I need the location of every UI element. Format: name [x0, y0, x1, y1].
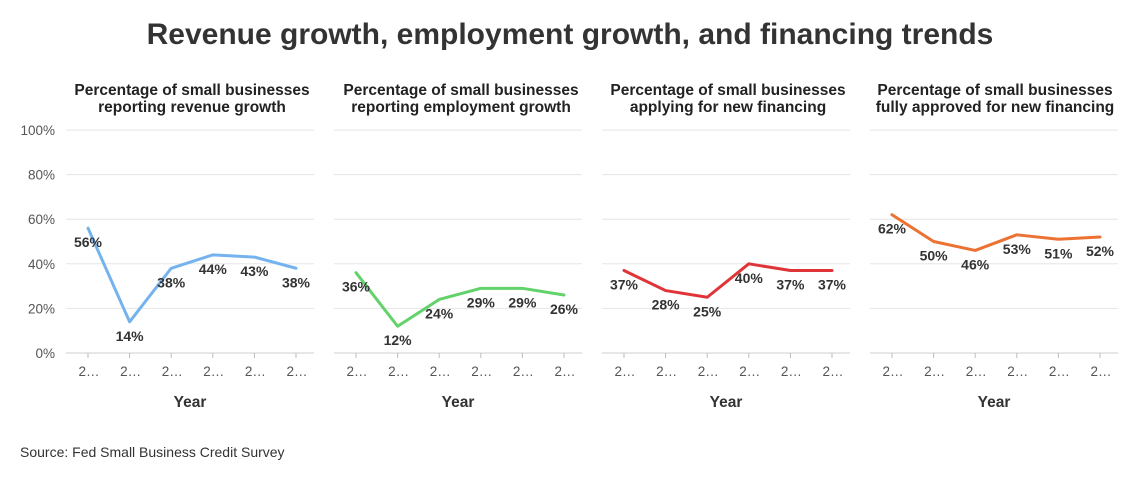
x-tick-label: 2…: [203, 364, 224, 379]
x-tick-label: 2…: [882, 364, 903, 379]
panel-title-line: Percentage of small businesses: [343, 82, 579, 99]
y-tick-label: 80%: [28, 168, 55, 183]
panel-title-line: Percentage of small businesses: [877, 82, 1113, 99]
panel-title-approved: Percentage of small businesses fully app…: [861, 82, 1129, 116]
x-tick-label: 2…: [781, 364, 802, 379]
y-tick-label: 0%: [35, 346, 55, 361]
x-tick-label: 2…: [471, 364, 492, 379]
data-label: 37%: [818, 276, 847, 292]
data-label: 56%: [74, 234, 103, 250]
x-axis-title: Year: [174, 394, 207, 411]
x-tick-label: 2…: [513, 364, 534, 379]
data-label: 37%: [776, 276, 805, 292]
y-tick-label: 100%: [20, 123, 55, 138]
x-axis-title: Year: [442, 394, 475, 411]
x-tick-label: 2…: [739, 364, 760, 379]
panel-title-revenue: Percentage of small businesses reporting…: [58, 82, 326, 116]
panel-title-employment: Percentage of small businesses reporting…: [327, 82, 595, 116]
series-line: [622, 262, 834, 299]
x-tick-label: 2…: [286, 364, 307, 379]
x-tick-label: 2…: [1049, 364, 1070, 379]
data-label: 38%: [282, 274, 311, 290]
data-label: 44%: [199, 261, 228, 277]
x-tick-label: 2…: [698, 364, 719, 379]
y-tick-label: 20%: [28, 301, 55, 316]
data-label: 43%: [240, 263, 269, 279]
x-axis-title: Year: [978, 394, 1011, 411]
x-tick-label: 2…: [656, 364, 677, 379]
x-tick-label: 2…: [1090, 364, 1111, 379]
data-label: 38%: [157, 274, 186, 290]
x-tick-label: 2…: [924, 364, 945, 379]
x-tick-label: 2…: [1007, 364, 1028, 379]
panel-title-line: reporting employment growth: [351, 99, 571, 116]
chart-main-title: Revenue growth, employment growth, and f…: [146, 18, 994, 51]
panel-title-line: Percentage of small businesses: [610, 82, 846, 99]
x-tick-label: 2…: [346, 364, 367, 379]
data-label: 12%: [384, 332, 413, 348]
data-label: 62%: [878, 221, 907, 237]
series-line: [86, 226, 298, 324]
data-label: 14%: [116, 328, 145, 344]
data-label: 28%: [652, 297, 681, 313]
x-axis-title: Year: [710, 394, 743, 411]
y-tick-label: 40%: [28, 257, 55, 272]
data-label: 29%: [508, 294, 537, 310]
x-tick-label: 2…: [120, 364, 141, 379]
x-tick-label: 2…: [554, 364, 575, 379]
x-tick-label: 2…: [614, 364, 635, 379]
panel-title-line: applying for new financing: [629, 99, 827, 116]
panel-title-line: Percentage of small businesses: [74, 82, 310, 99]
y-tick-label: 60%: [28, 212, 55, 227]
data-label: 25%: [693, 303, 722, 319]
panel-title-line: reporting revenue growth: [98, 99, 286, 116]
data-label: 53%: [1003, 241, 1032, 257]
x-tick-label: 2…: [388, 364, 409, 379]
data-label: 26%: [550, 301, 579, 317]
x-tick-label: 2…: [822, 364, 843, 379]
data-label: 29%: [467, 294, 496, 310]
x-tick-label: 2…: [162, 364, 183, 379]
series-line: [354, 271, 566, 328]
panel-title-line: fully approved for new financing: [875, 99, 1115, 116]
data-label: 40%: [735, 270, 764, 286]
data-label: 24%: [425, 305, 454, 321]
x-tick-label: 2…: [78, 364, 99, 379]
data-label: 51%: [1044, 245, 1073, 261]
x-tick-label: 2…: [245, 364, 266, 379]
panel-title-applying: Percentage of small businesses applying …: [594, 82, 862, 116]
data-label: 36%: [342, 279, 371, 295]
x-tick-label: 2…: [966, 364, 987, 379]
series-line: [890, 213, 1102, 252]
source-note: Source: Fed Small Business Credit Survey: [20, 444, 285, 460]
data-label: 52%: [1086, 243, 1115, 259]
data-label: 46%: [961, 256, 990, 272]
data-label: 37%: [610, 276, 639, 292]
data-label: 50%: [920, 248, 949, 264]
x-tick-label: 2…: [430, 364, 451, 379]
